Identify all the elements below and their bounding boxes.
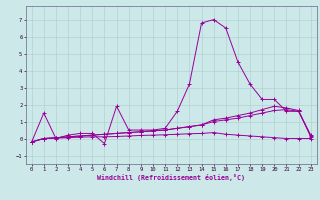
X-axis label: Windchill (Refroidissement éolien,°C): Windchill (Refroidissement éolien,°C) — [97, 174, 245, 181]
